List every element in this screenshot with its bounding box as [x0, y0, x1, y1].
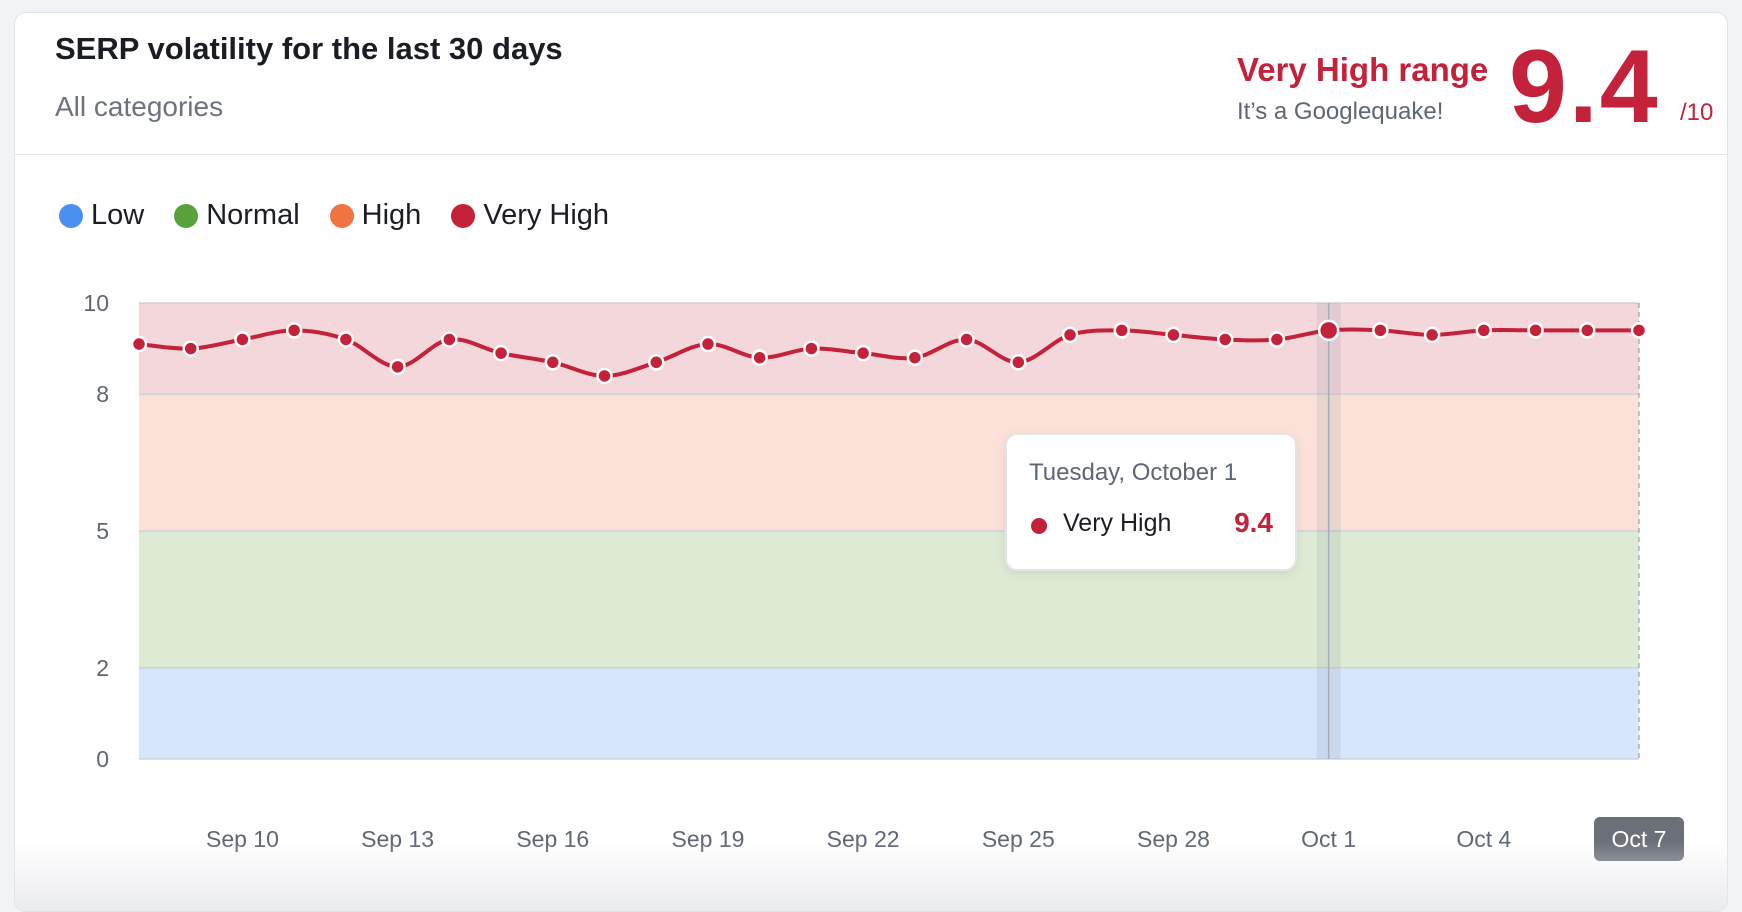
data-point [337, 331, 355, 348]
tooltip-value: 9.4 [1234, 507, 1273, 538]
y-tick-label: 2 [96, 655, 109, 681]
legend-item-very-high[interactable]: Very High [451, 199, 609, 232]
range-description: It’s a Googlequake! [1237, 98, 1444, 125]
x-tick-label: Sep 28 [1137, 826, 1210, 852]
data-point [441, 331, 458, 348]
tooltip-series-dot [1031, 518, 1047, 534]
data-point [1216, 331, 1234, 348]
legend-item-high[interactable]: High [329, 199, 422, 232]
data-point [647, 354, 665, 371]
data-point [1010, 354, 1027, 371]
x-tick-label: Oct 1 [1301, 826, 1356, 852]
x-tick-label: Oct 7 [1612, 826, 1667, 852]
score-value: 9.4 [1509, 29, 1660, 145]
band-normal [139, 531, 1639, 668]
legend-dot-low [59, 203, 83, 228]
data-point [1475, 322, 1493, 339]
y-tick-label: 5 [96, 518, 109, 544]
data-point [1268, 331, 1286, 348]
data-point [751, 349, 768, 366]
legend-item-low[interactable]: Low [59, 199, 144, 232]
data-point [492, 344, 510, 362]
data-point [1317, 319, 1340, 342]
data-point [182, 340, 199, 357]
x-tick-label: Sep 16 [516, 826, 589, 852]
data-point [1061, 326, 1079, 344]
data-point [1630, 322, 1648, 339]
x-tick-label: Sep 10 [206, 826, 279, 852]
chart-title: SERP volatility for the last 30 days [55, 31, 563, 66]
data-point [596, 367, 613, 385]
data-point [958, 331, 975, 348]
x-tick-label: Sep 13 [361, 826, 434, 852]
category-subtitle[interactable]: All categories [55, 91, 224, 122]
tooltip-series-name: Very High [1063, 509, 1172, 537]
data-point [1579, 322, 1596, 339]
score-block: Very High range It’s a Googlequake! 9.4 … [1127, 13, 1727, 155]
tooltip-date: Tuesday, October 1 [1029, 459, 1238, 486]
legend-label: High [361, 199, 422, 231]
x-tick-label: Sep 25 [982, 826, 1055, 852]
volatility-chart[interactable]: 0 2 5 8 10 Sep 10 Sep 13 Sep 16 Sep 19 Sep 22 Sep … [15, 13, 1728, 912]
y-tick-label: 0 [96, 746, 109, 772]
band-high [139, 394, 1639, 531]
x-tick-label: Sep 19 [672, 826, 745, 852]
data-point [1372, 322, 1389, 339]
legend-dot-high [329, 203, 354, 228]
data-point [389, 358, 406, 376]
legend-dot-normal [174, 203, 199, 228]
data-point [854, 344, 872, 362]
y-tick-label: 8 [96, 381, 109, 407]
data-point [803, 340, 820, 357]
data-point [1423, 326, 1441, 344]
score-max: /10 [1680, 99, 1714, 126]
band-low [139, 667, 1639, 759]
card-header: SERP volatility for the last 30 days All… [15, 13, 1727, 155]
legend-label: Very High [483, 199, 610, 231]
volatility-card: SERP volatility for the last 30 days All… [14, 12, 1728, 912]
legend-label: Normal [206, 199, 300, 231]
legend-dot-very-high [451, 203, 476, 228]
data-point [130, 335, 148, 353]
data-point [1527, 322, 1544, 339]
y-tick-label: 10 [83, 290, 109, 316]
x-tick-label: Sep 22 [827, 826, 900, 852]
data-point [699, 335, 717, 353]
legend-label: Low [91, 199, 145, 231]
data-point [544, 354, 562, 371]
chart-tooltip: Tuesday, October 1 Very High 9.4 [1005, 433, 1297, 571]
data-point [906, 349, 924, 366]
x-tick-label: Oct 4 [1456, 826, 1511, 852]
data-point [234, 331, 251, 348]
band-very-high [139, 303, 1639, 395]
data-point [1113, 322, 1131, 339]
data-point [1165, 326, 1182, 344]
range-label: Very High range [1237, 51, 1489, 88]
chart-legend: Low Normal High Very High [59, 199, 639, 232]
data-point [285, 322, 303, 339]
legend-item-normal[interactable]: Normal [174, 199, 300, 232]
